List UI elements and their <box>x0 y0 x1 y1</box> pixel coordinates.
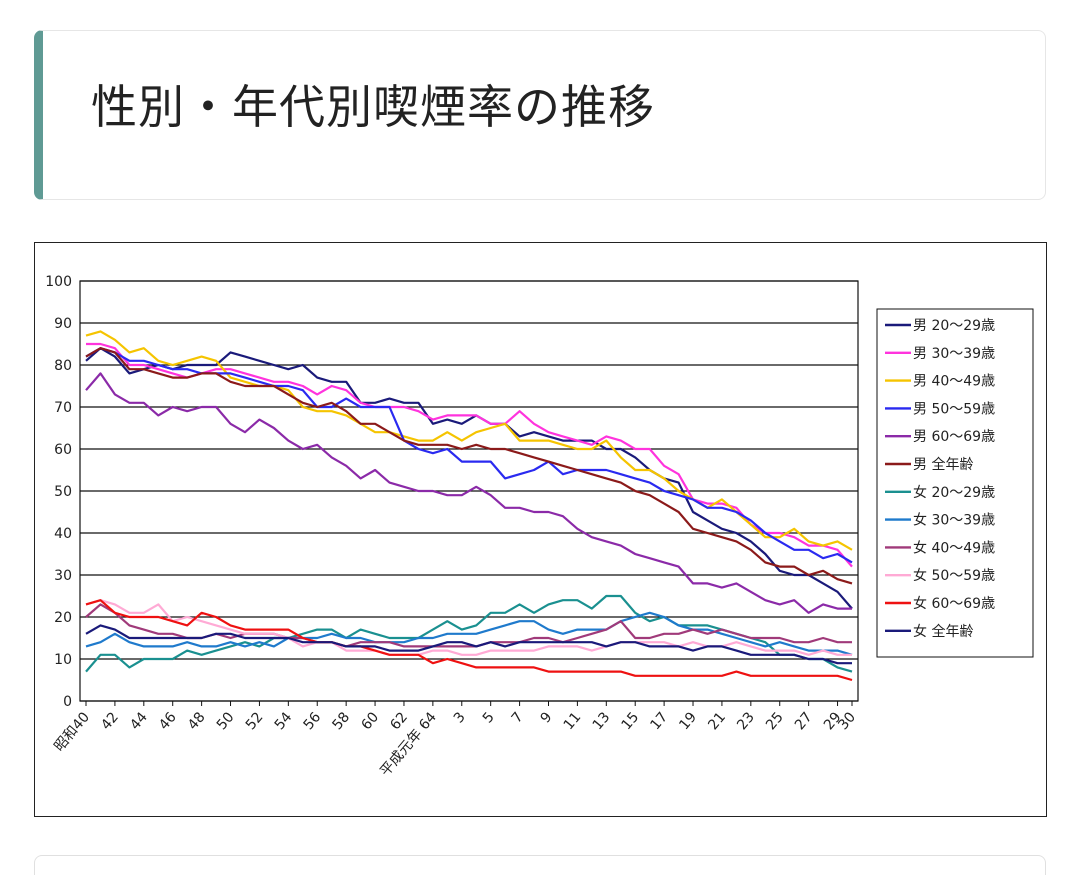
chart-frame: 0 10 20 30 40 50 60 70 80 90 100 昭和40 42 44 46 48 50 52 54… <box>34 242 1047 817</box>
legend-label-11: 女 全年齢 <box>913 623 973 640</box>
x-tick-label: 3 <box>451 709 469 726</box>
legend-label-9: 女 50〜59歳 <box>913 567 995 584</box>
legend-label-2: 男 40〜49歳 <box>913 374 995 390</box>
x-tick-label: 13 <box>590 709 614 733</box>
legend-label-7: 女 30〜39歳 <box>913 512 995 529</box>
series-line-8 <box>85 603 852 648</box>
x-tick-label: 48 <box>185 709 209 733</box>
y-tick-label: 50 <box>54 484 72 500</box>
plot-area <box>79 280 859 702</box>
page-title: 性別・年代別喫煙率の推移 <box>91 80 655 134</box>
legend-label-8: 女 40〜49歳 <box>913 539 995 556</box>
x-tick-label: 19 <box>676 709 700 733</box>
x-tick-label: 23 <box>734 709 758 733</box>
x-tick-label: 27 <box>792 709 816 733</box>
x-tick-label: 昭和40 <box>51 709 93 754</box>
x-tick-label: 11 <box>561 709 585 733</box>
x-tick-label: 30 <box>835 709 859 733</box>
y-tick-label: 60 <box>54 442 72 458</box>
series-line-2 <box>85 330 853 551</box>
series-line-1 <box>86 342 853 568</box>
y-tick-label: 30 <box>54 568 72 584</box>
legend-label-10: 女 60〜69歳 <box>913 595 995 612</box>
series-line-3 <box>85 347 853 564</box>
x-tick-label: 17 <box>647 709 671 733</box>
legend-label-1: 男 30〜39歳 <box>913 346 995 362</box>
series-line-5 <box>85 347 853 585</box>
x-tick-label: 25 <box>763 709 787 733</box>
series-line-10 <box>85 599 853 682</box>
x-tick-label: 15 <box>619 709 643 733</box>
y-tick-label: 10 <box>54 652 72 668</box>
legend-label-6: 女 20〜29歳 <box>913 484 995 501</box>
y-tick-label: 0 <box>63 694 72 710</box>
x-tick-label: 42 <box>98 709 122 733</box>
legend-label-5: 男 全年齢 <box>913 456 973 473</box>
next-card <box>34 855 1046 875</box>
x-tick-label: 9 <box>538 709 556 726</box>
series-line-11 <box>85 624 852 665</box>
legend-label-3: 男 50〜59歳 <box>913 401 995 417</box>
x-tick-label: 44 <box>127 709 151 733</box>
legend-box <box>876 308 1034 658</box>
legend-label-0: 男 20〜29歳 <box>913 318 995 334</box>
series-line-0 <box>85 347 853 610</box>
x-tick-label: 54 <box>272 709 296 733</box>
series-line-7 <box>85 611 853 656</box>
x-tick-label: 5 <box>480 709 498 726</box>
x-tick-label: 21 <box>705 709 729 733</box>
y-tick-label: 40 <box>54 526 72 542</box>
x-tick-label: 58 <box>329 709 353 733</box>
x-tick-label: 7 <box>509 709 527 726</box>
x-tick-label: 52 <box>243 709 267 733</box>
y-tick-label: 70 <box>54 400 72 416</box>
y-tick-label: 80 <box>54 358 72 374</box>
series-line-4 <box>85 372 852 614</box>
series-group <box>85 330 853 682</box>
x-tick-label: 60 <box>358 709 382 733</box>
x-tick-label: 56 <box>301 709 325 733</box>
title-card: 性別・年代別喫煙率の推移 <box>34 30 1046 200</box>
y-tick-label: 90 <box>54 316 72 332</box>
y-tick-label: 20 <box>54 610 72 626</box>
x-tick-label: 46 <box>156 709 180 733</box>
x-tick-label: 50 <box>214 709 238 733</box>
y-tick-label: 100 <box>45 274 72 290</box>
legend-label-4: 男 60〜69歳 <box>913 429 995 445</box>
series-line-9 <box>85 599 852 656</box>
x-tick-label: 62 <box>387 709 411 733</box>
